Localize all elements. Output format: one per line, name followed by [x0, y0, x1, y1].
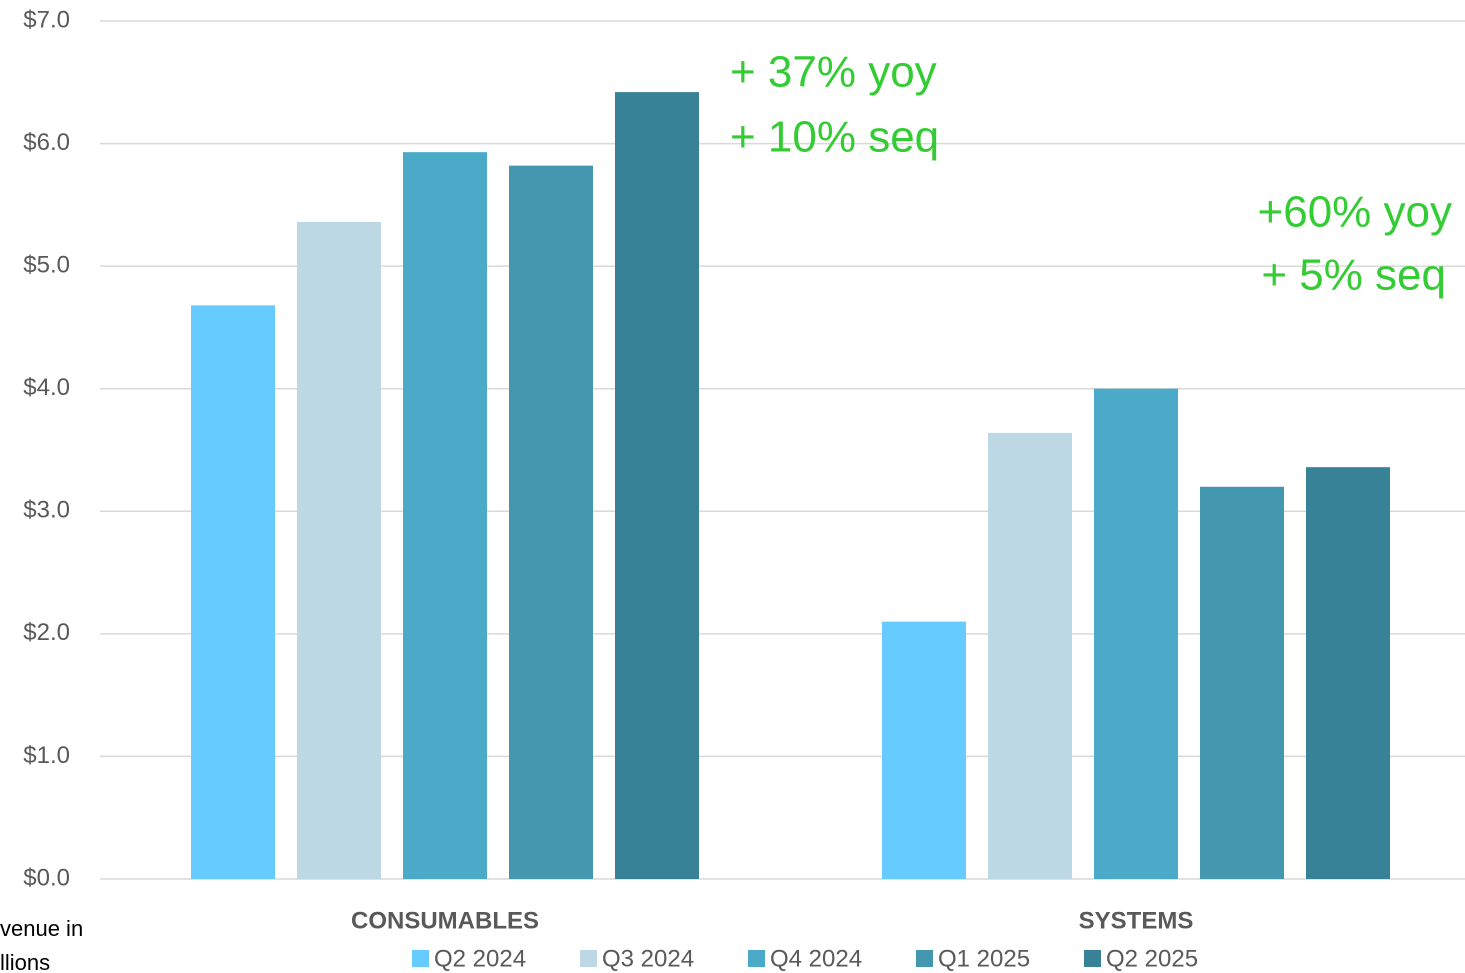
bar — [509, 165, 593, 880]
y-tick-label: $3.0 — [23, 497, 70, 524]
bar — [1094, 388, 1178, 879]
bar — [191, 305, 275, 879]
x-tick-label: SYSTEMS — [1079, 907, 1194, 934]
y-tick-label: $4.0 — [23, 374, 70, 401]
y-tick-label: $2.0 — [23, 619, 70, 646]
bar — [403, 152, 487, 879]
annotation: +60% yoy — [1258, 188, 1452, 237]
axis-note: llions — [0, 950, 50, 973]
legend-swatch — [748, 950, 765, 967]
legend-label: Q3 2024 — [602, 945, 694, 972]
legend-swatch — [580, 950, 597, 967]
bar — [988, 432, 1072, 879]
y-tick-label: $7.0 — [23, 6, 70, 33]
legend-label: Q4 2024 — [770, 945, 862, 972]
bar — [615, 92, 699, 879]
legend-label: Q2 2024 — [434, 945, 526, 972]
bar — [1306, 467, 1390, 879]
bar — [882, 621, 966, 879]
y-tick-label: $1.0 — [23, 742, 70, 769]
legend-swatch — [916, 950, 933, 967]
bar — [1200, 486, 1284, 879]
legend-swatch — [1084, 950, 1101, 967]
annotation: + 37% yoy — [730, 48, 937, 97]
legend-label: Q1 2025 — [938, 945, 1030, 972]
y-tick-label: $0.0 — [23, 864, 70, 891]
y-tick-label: $6.0 — [23, 129, 70, 156]
annotation: + 5% seq — [1261, 251, 1446, 300]
y-tick-label: $5.0 — [23, 251, 70, 278]
axis-note: venue in — [0, 916, 83, 941]
x-tick-label: CONSUMABLES — [351, 907, 539, 934]
annotation: + 10% seq — [730, 113, 939, 162]
bar — [297, 222, 381, 879]
legend-swatch — [412, 950, 429, 967]
legend-label: Q2 2025 — [1106, 945, 1198, 972]
